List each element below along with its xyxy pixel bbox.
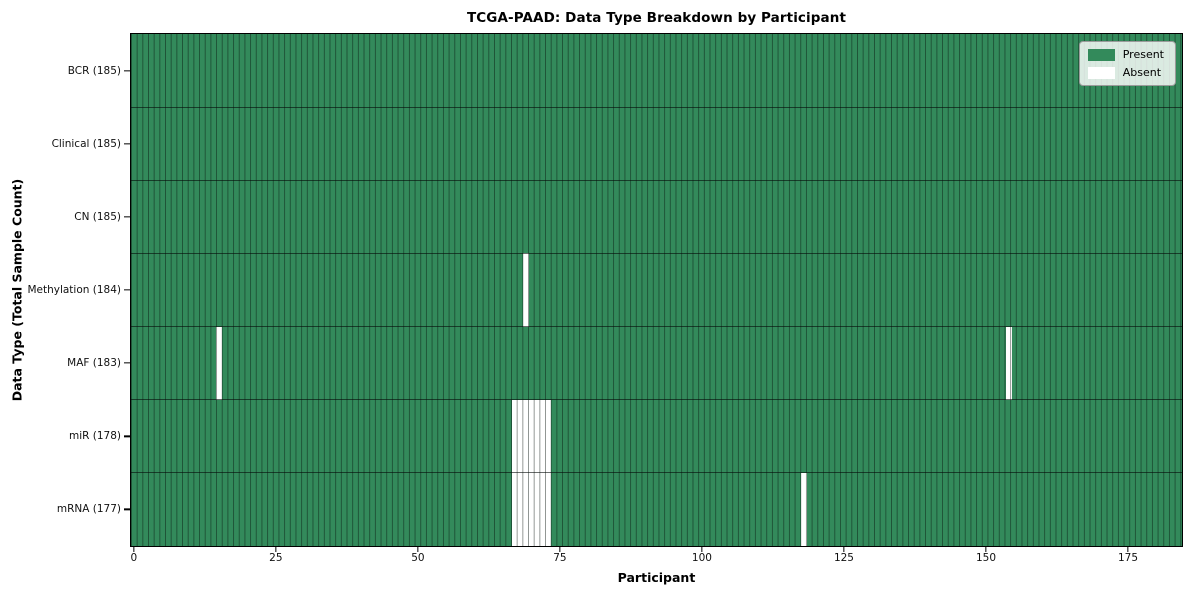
legend-swatch-absent	[1087, 66, 1115, 79]
y-tick-label: BCR (185)	[67, 64, 121, 77]
absent-cell	[517, 399, 523, 473]
legend-label-absent: Absent	[1122, 66, 1162, 79]
absent-cell	[522, 472, 529, 546]
y-tick-label: CN (185)	[74, 210, 121, 223]
row-separator	[131, 472, 1182, 474]
y-tick-label: Clinical (185)	[51, 137, 121, 150]
x-tick-label: 150	[975, 552, 997, 564]
y-tick-mark	[124, 435, 130, 437]
absent-cell	[216, 326, 222, 400]
row-separator	[131, 252, 1182, 254]
y-tick-mark	[124, 289, 130, 291]
absent-cell	[540, 472, 546, 546]
absent-cell	[534, 399, 541, 473]
plot-area: Present Absent	[130, 33, 1183, 547]
y-tick-mark	[124, 362, 130, 364]
x-tick-label: 25	[269, 552, 283, 564]
absent-cell	[528, 472, 535, 546]
absent-cell	[511, 399, 518, 473]
x-tick-mark	[559, 547, 561, 552]
legend-item-present: Present	[1087, 48, 1164, 61]
absent-cell	[517, 472, 523, 546]
y-tick-label: miR (178)	[68, 430, 121, 443]
x-tick-label: 75	[553, 552, 567, 564]
legend-label-present: Present	[1122, 48, 1164, 61]
absent-cell	[522, 253, 529, 327]
x-tick-label: 50	[411, 552, 425, 564]
absent-cell	[1005, 326, 1012, 400]
y-tick-label: Methylation (184)	[27, 284, 121, 296]
absent-cell	[545, 399, 552, 473]
x-tick-mark	[843, 547, 845, 552]
column-gridlines	[131, 34, 1182, 546]
legend-swatch-present	[1087, 48, 1115, 61]
y-tick-mark	[124, 143, 130, 145]
x-tick-label: 100	[691, 552, 712, 564]
absent-cell	[540, 399, 546, 473]
x-tick-label: 125	[833, 552, 854, 564]
legend: Present Absent	[1078, 41, 1176, 86]
x-tick-mark	[133, 547, 135, 552]
row-separator	[131, 399, 1182, 401]
x-tick-mark	[417, 547, 419, 552]
x-tick-mark	[985, 547, 987, 552]
legend-item-absent: Absent	[1087, 66, 1164, 79]
x-tick-label: 0	[130, 552, 138, 564]
y-tick-mark	[124, 508, 130, 511]
y-tick-mark	[124, 69, 130, 72]
y-tick-label: MAF (183)	[67, 357, 121, 370]
y-tick-label: mRNA (177)	[56, 503, 121, 516]
y-tick-mark	[124, 216, 130, 218]
row-separator	[131, 179, 1182, 181]
absent-cell	[545, 472, 552, 546]
x-tick-mark	[275, 547, 277, 552]
absent-cell	[528, 399, 535, 473]
absent-cell	[511, 472, 518, 546]
x-axis-label: Participant	[617, 570, 696, 585]
x-tick-mark	[701, 547, 703, 552]
chart-title: TCGA-PAAD: Data Type Breakdown by Partic…	[466, 10, 847, 26]
absent-cell	[534, 472, 541, 546]
absent-cell	[801, 472, 808, 546]
x-tick-mark	[1127, 547, 1129, 552]
row-separator	[131, 326, 1182, 328]
x-tick-label: 175	[1117, 552, 1139, 564]
row-separator	[131, 106, 1182, 108]
absent-cell	[522, 399, 529, 473]
